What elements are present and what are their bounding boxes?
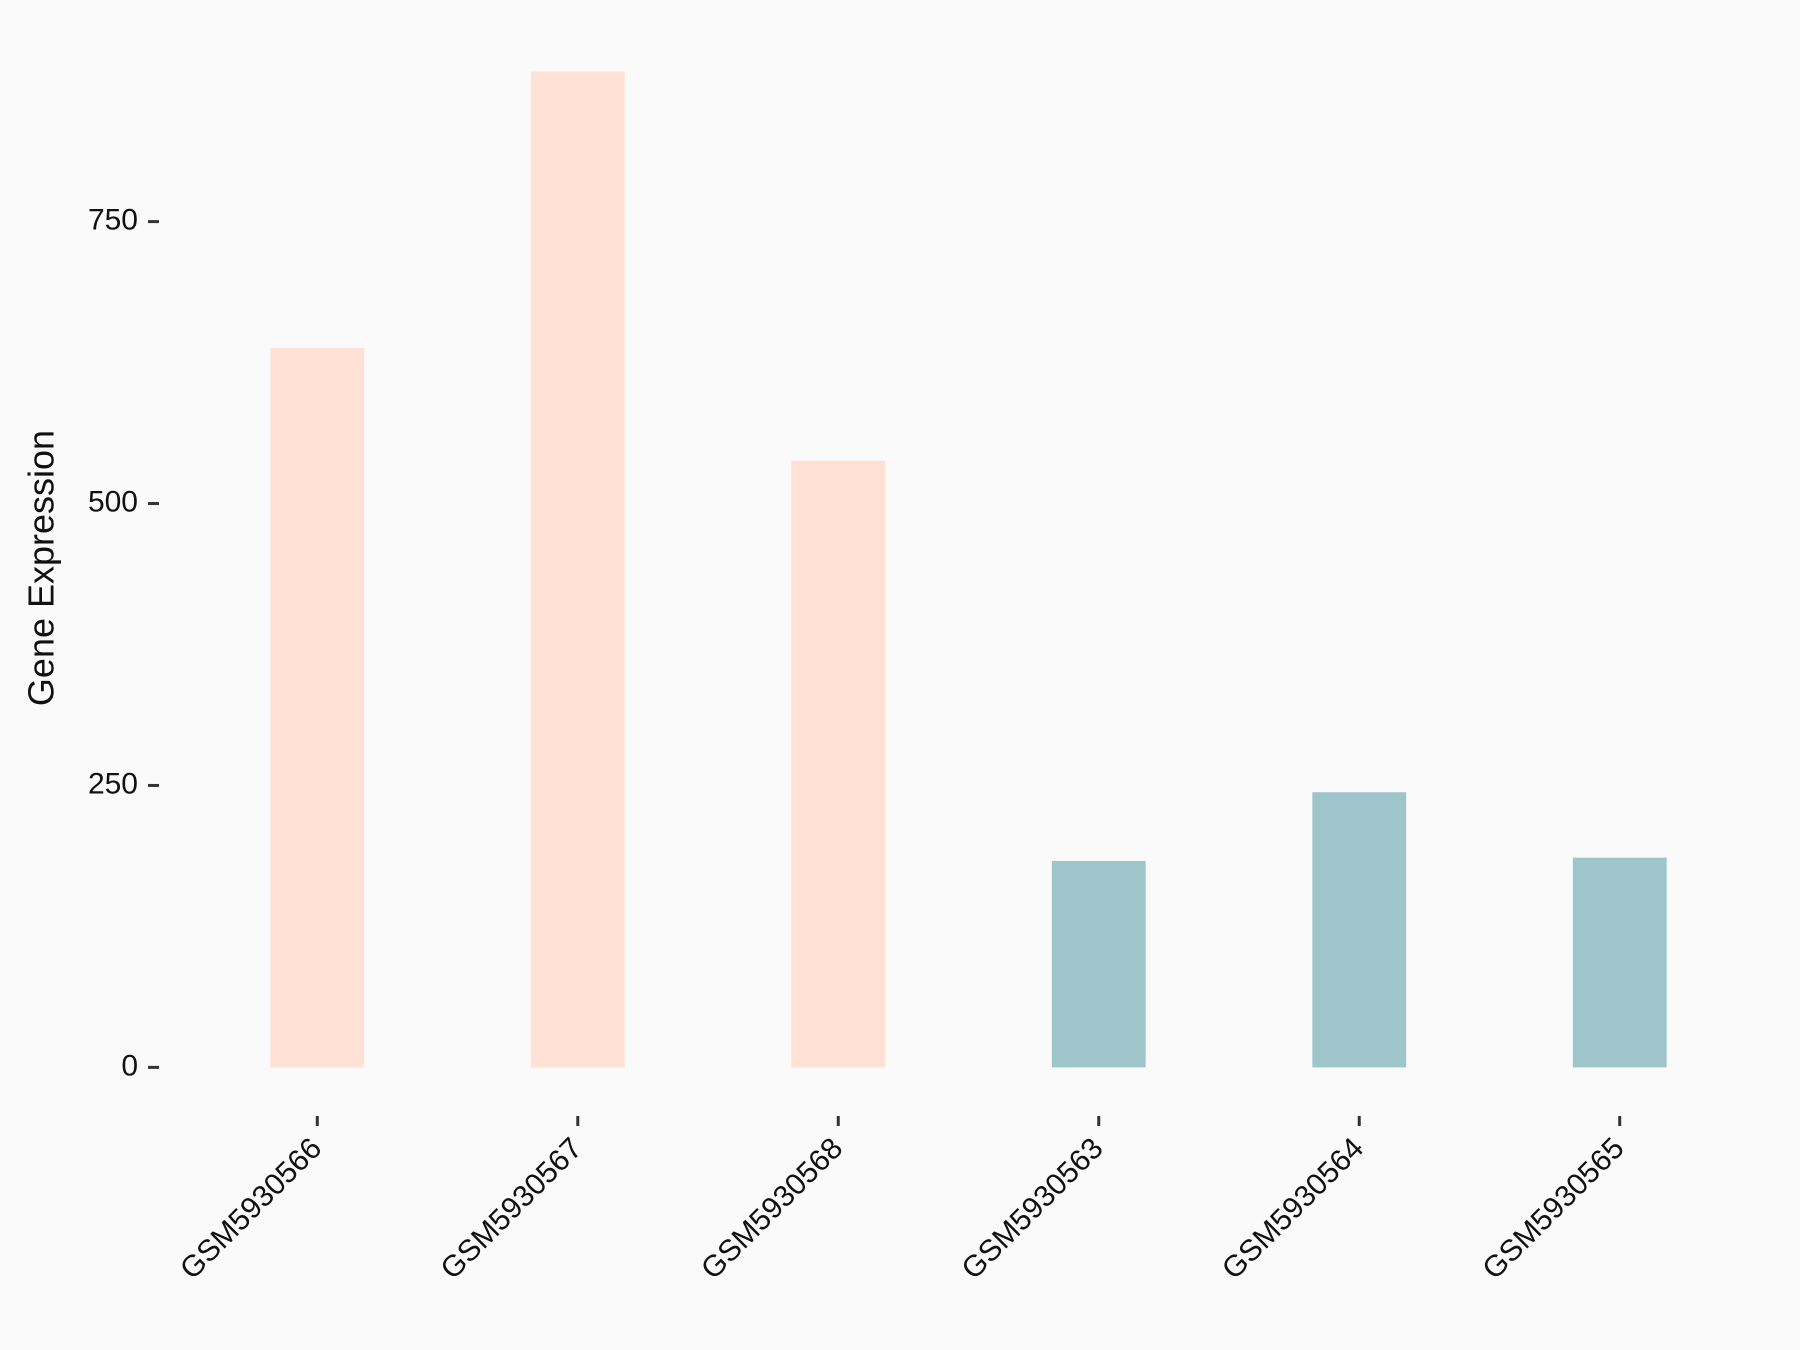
bar: [1051, 861, 1146, 1068]
x-tick-label: GSM5930568: [695, 1132, 849, 1286]
x-tick-label: GSM5930563: [955, 1132, 1109, 1286]
x-tick-label: GSM5930564: [1216, 1132, 1370, 1286]
y-tick-label: 750: [88, 204, 138, 237]
y-tick-label: 500: [88, 485, 138, 518]
x-tick-label: GSM5930567: [434, 1132, 588, 1286]
y-tick-label: 0: [121, 1049, 138, 1082]
bar: [530, 71, 625, 1068]
bar: [791, 460, 886, 1068]
x-tick-label: GSM5930565: [1476, 1132, 1630, 1286]
bar: [1572, 857, 1667, 1068]
bar: [1312, 792, 1407, 1068]
bar: [270, 347, 365, 1068]
y-axis-title: Gene Expression: [21, 430, 62, 706]
y-tick-label: 250: [88, 767, 138, 800]
x-tick-label: GSM5930566: [174, 1132, 328, 1286]
